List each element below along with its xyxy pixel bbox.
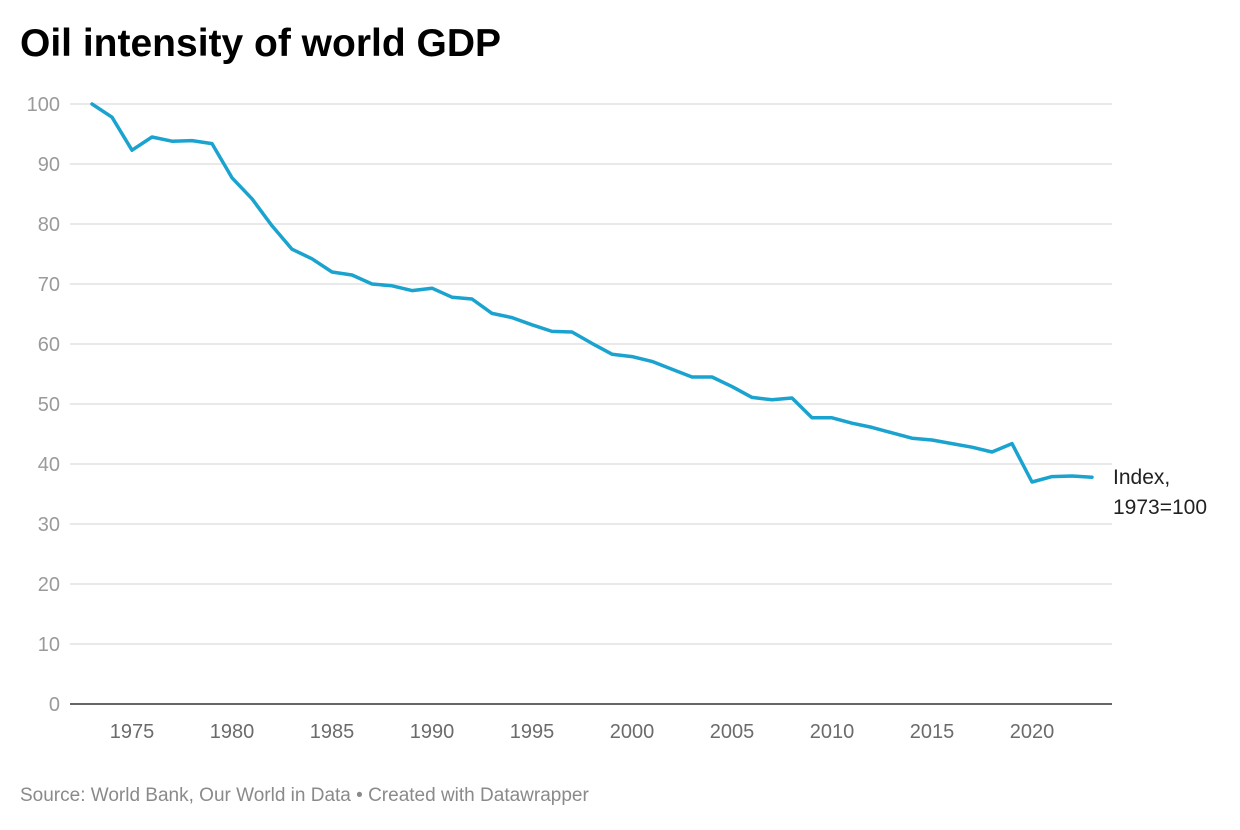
x-tick-label: 2015 [910,721,955,743]
y-tick-label: 20 [38,574,60,596]
y-tick-label: 60 [38,334,60,356]
x-tick-label: 2020 [1010,721,1055,743]
x-tick-label: 2000 [610,721,655,743]
y-tick-label: 90 [38,154,60,176]
series-line [90,102,1094,484]
source-note: Source: World Bank, Our World in Data • … [20,785,589,806]
chart-title: Oil intensity of world GDP [20,22,502,65]
y-tick-label: 0 [49,694,60,716]
y-tick-label: 30 [38,514,60,536]
x-tick-label: 1975 [110,721,155,743]
y-tick-label: 80 [38,214,60,236]
y-tick-label: 50 [38,394,60,416]
y-tick-label: 70 [38,274,60,296]
x-tick-label: 2010 [810,721,855,743]
y-tick-label: 100 [27,94,60,116]
x-tick-label: 1995 [510,721,555,743]
y-tick-label: 10 [38,634,60,656]
x-tick-label: 1985 [310,721,355,743]
x-tick-label: 1990 [410,721,455,743]
series-label: Index, [1113,466,1170,489]
x-tick-label: 2005 [710,721,755,743]
x-tick-label: 1980 [210,721,255,743]
series-label: 1973=100 [1113,496,1207,519]
y-tick-label: 40 [38,454,60,476]
